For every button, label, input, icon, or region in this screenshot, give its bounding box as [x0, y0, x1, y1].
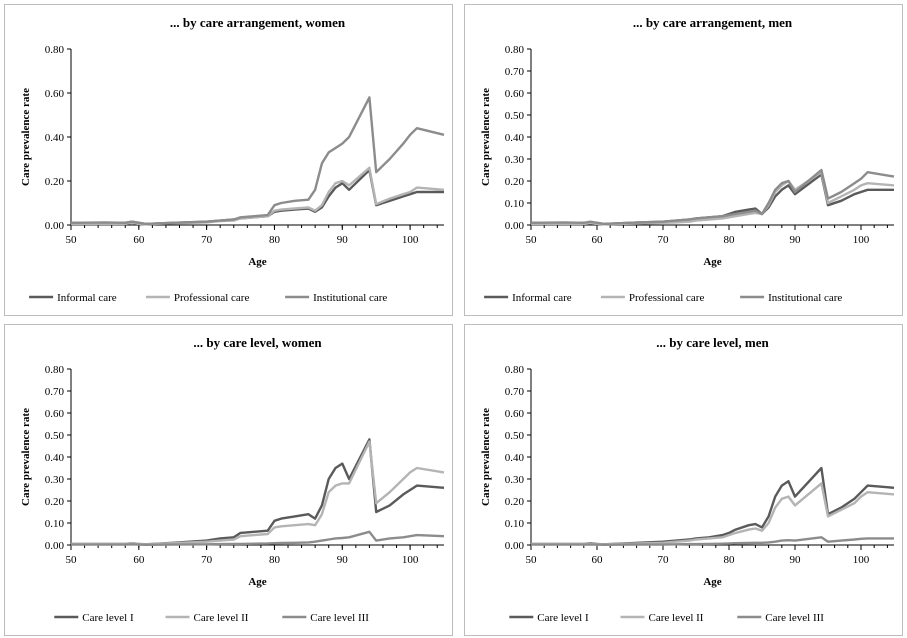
- y-axis-label: Care prevalence rate: [20, 408, 32, 506]
- x-tick-label: 60: [592, 554, 604, 566]
- series-line-1: [71, 438, 445, 546]
- series-line-3: [70, 96, 445, 226]
- y-tick-label: 0.40: [45, 452, 65, 464]
- y-tick-label: 0.50: [45, 430, 65, 442]
- x-tick-label: 90: [790, 234, 802, 246]
- y-axis-label: Care prevalence rate: [20, 88, 32, 186]
- series-line-1: [531, 466, 895, 546]
- x-axis-label: Age: [248, 576, 266, 588]
- x-tick-label: 60: [592, 234, 604, 246]
- chart-panel-care-arrangement-women: ... by care arrangement, women 0.00 0.20 0.…: [4, 4, 453, 316]
- legend-label-2: Professional care: [629, 292, 705, 304]
- chart-panel-care-arrangement-men: ... by care arrangement, men 0.00 0.10 0.20…: [464, 4, 903, 316]
- chart-title: ... by care level, women: [193, 335, 322, 350]
- x-tick-label: 50: [526, 234, 538, 246]
- series-line-3: [530, 168, 895, 226]
- y-tick-label: 0.00: [45, 220, 65, 232]
- y-tick-label: 0.80: [505, 44, 525, 56]
- y-tick-label: 0.80: [45, 364, 65, 376]
- x-tick-label: 70: [658, 234, 670, 246]
- x-tick-label: 100: [853, 554, 870, 566]
- x-tick-label: 50: [66, 234, 78, 246]
- x-tick-label: 80: [269, 234, 281, 246]
- chart-care-level-men: ... by care level, men 0.00 0.10 0.20 0.30 0.…: [480, 335, 895, 624]
- legend-label-1: Informal care: [57, 292, 117, 304]
- y-tick-label: 0.60: [505, 408, 525, 420]
- y-axis-label: Care prevalence rate: [480, 408, 492, 506]
- y-tick-label: 0.40: [45, 132, 65, 144]
- chart-care-arrangement-women: ... by care arrangement, women 0.00 0.20 0.…: [20, 15, 445, 304]
- y-tick-label: 0.20: [45, 496, 65, 508]
- y-tick-label: 0.80: [505, 364, 525, 376]
- x-tick-label: 60: [133, 554, 145, 566]
- y-tick-label: 0.00: [505, 220, 525, 232]
- x-tick-label: 100: [402, 554, 419, 566]
- x-tick-label: 80: [724, 554, 736, 566]
- chart-title: ... by care arrangement, women: [170, 15, 346, 30]
- x-axis-label: Age: [703, 256, 721, 268]
- x-tick-label: 90: [790, 554, 802, 566]
- x-tick-label: 100: [853, 234, 870, 246]
- y-tick-label: 0.30: [45, 474, 65, 486]
- legend-label-2: Care level II: [649, 612, 704, 624]
- legend-label-1: Informal care: [512, 292, 572, 304]
- y-tick-label: 0.10: [505, 198, 525, 210]
- y-tick-label: 0.60: [505, 88, 525, 100]
- y-tick-label: 0.30: [505, 474, 525, 486]
- y-tick-label: 0.20: [505, 176, 525, 188]
- series-line-2: [71, 440, 445, 546]
- x-tick-label: 90: [337, 554, 349, 566]
- y-tick-label: 0.40: [505, 452, 525, 464]
- x-tick-label: 80: [724, 234, 736, 246]
- y-tick-label: 0.00: [505, 540, 525, 552]
- x-tick-label: 60: [133, 234, 145, 246]
- legend-label-3: Institutional care: [313, 292, 387, 304]
- x-tick-label: 50: [66, 554, 78, 566]
- y-tick-label: 0.50: [505, 110, 525, 122]
- y-tick-label: 0.20: [505, 496, 525, 508]
- y-tick-label: 0.60: [45, 408, 65, 420]
- chart-title: ... by care arrangement, men: [633, 15, 793, 30]
- series-line-3: [531, 536, 894, 547]
- chart-care-arrangement-men: ... by care arrangement, men 0.00 0.10 0.20…: [480, 15, 895, 304]
- y-tick-label: 0.30: [505, 154, 525, 166]
- series-line-2: [531, 482, 895, 546]
- chart-panel-care-level-women: ... by care level, women 0.00 0.10 0.20 0.30…: [4, 324, 453, 636]
- legend-label-2: Professional care: [174, 292, 250, 304]
- chart-title: ... by care level, men: [656, 335, 769, 350]
- x-tick-label: 80: [269, 554, 281, 566]
- x-tick-label: 70: [201, 234, 213, 246]
- legend-label-3: Care level III: [765, 612, 824, 624]
- y-tick-label: 0.60: [45, 88, 65, 100]
- x-tick-label: 90: [337, 234, 349, 246]
- legend-label-3: Institutional care: [768, 292, 842, 304]
- y-tick-label: 0.70: [505, 386, 525, 398]
- x-tick-label: 50: [526, 554, 538, 566]
- y-tick-label: 0.10: [45, 518, 65, 530]
- legend-label-2: Care level II: [194, 612, 249, 624]
- y-tick-label: 0.40: [505, 132, 525, 144]
- y-tick-label: 0.70: [505, 66, 525, 78]
- y-axis-label: Care prevalence rate: [480, 88, 492, 186]
- y-tick-label: 0.00: [45, 540, 65, 552]
- y-tick-label: 0.80: [45, 44, 65, 56]
- legend-label-3: Care level III: [310, 612, 369, 624]
- chart-care-level-women: ... by care level, women 0.00 0.10 0.20 0.30…: [20, 335, 445, 624]
- x-axis-label: Age: [703, 576, 721, 588]
- x-tick-label: 100: [402, 234, 419, 246]
- x-axis-label: Age: [248, 256, 266, 268]
- y-tick-label: 0.50: [505, 430, 525, 442]
- series-line-3: [71, 530, 445, 547]
- y-tick-label: 0.70: [45, 386, 65, 398]
- x-tick-label: 70: [658, 554, 670, 566]
- x-tick-label: 70: [201, 554, 213, 566]
- legend-label-1: Care level I: [82, 612, 134, 624]
- y-tick-label: 0.20: [45, 176, 65, 188]
- legend-label-1: Care level I: [537, 612, 589, 624]
- chart-panel-care-level-men: ... by care level, men 0.00 0.10 0.20 0.30 0.…: [464, 324, 903, 636]
- y-tick-label: 0.10: [505, 518, 525, 530]
